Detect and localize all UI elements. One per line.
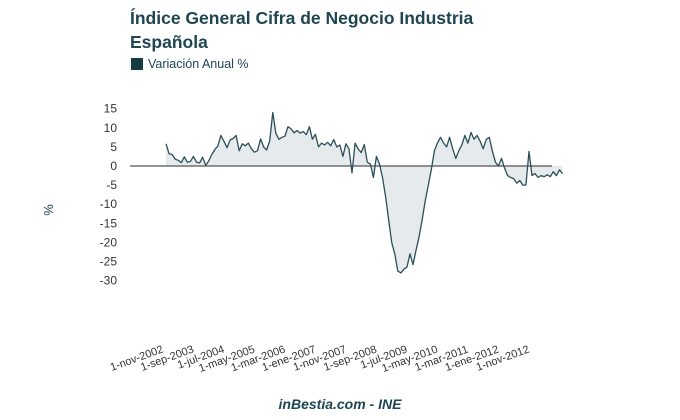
legend: Variación Anual % — [131, 57, 249, 71]
x-axis: 1-nov-20021-sep-20031-jul-20041-may-2005… — [109, 344, 531, 375]
series-area-fill — [166, 112, 563, 273]
plot — [130, 111, 564, 274]
y-tick-label: -10 — [100, 197, 118, 211]
y-tick-label: -30 — [100, 274, 118, 288]
y-tick-label: 15 — [104, 102, 118, 116]
y-tick-label: -20 — [100, 235, 118, 249]
y-tick-label: -15 — [100, 216, 118, 230]
chart-title: Índice General Cifra de Negocio Industri… — [130, 8, 474, 52]
y-tick-label: -5 — [106, 178, 117, 192]
y-tick-label: 10 — [104, 121, 118, 135]
series-line — [165, 111, 564, 274]
source-credit: inBestia.com - INE — [278, 396, 402, 412]
legend-label: Variación Anual % — [148, 57, 249, 71]
y-tick-label: 0 — [110, 159, 117, 173]
legend-swatch — [131, 58, 143, 70]
y-axis-label: % — [41, 204, 56, 216]
y-tick-label: -25 — [100, 255, 118, 269]
y-tick-label: 5 — [110, 140, 117, 154]
y-axis: 15 10 5 0 -5 -10 -15 -20 -25 -30 — [100, 102, 118, 288]
